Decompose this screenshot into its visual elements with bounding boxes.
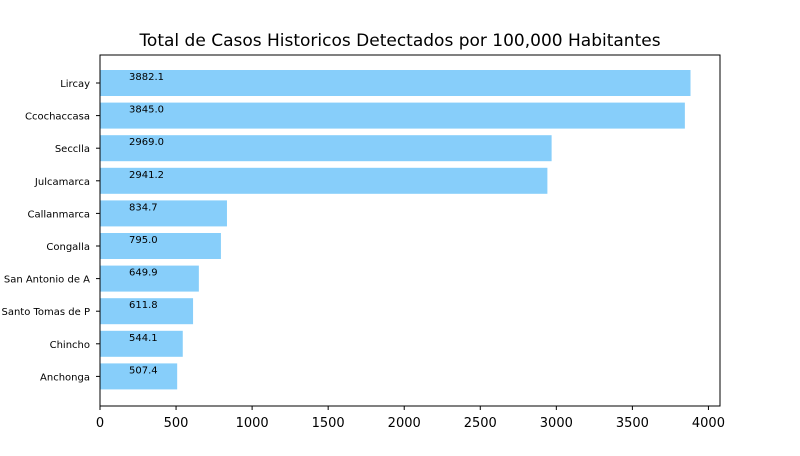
value-label-3: 2941.2 <box>129 170 164 181</box>
x-tick-label-8: 4000 <box>692 416 725 431</box>
category-label-0: Lircay <box>60 79 90 90</box>
bar-1 <box>100 102 685 129</box>
category-label-1: Ccochaccasa <box>25 112 90 123</box>
x-tick-label-5: 2500 <box>464 416 497 431</box>
bar-2 <box>100 135 552 162</box>
x-tick-label-7: 3500 <box>616 416 649 431</box>
x-axis: 0 500 1000 1500 2000 2500 3000 3500 4000 <box>96 406 725 431</box>
bar-4 <box>100 200 227 227</box>
value-label-8: 544.1 <box>129 333 158 344</box>
category-label-5: Congalla <box>46 242 90 253</box>
value-label-5: 795.0 <box>129 235 158 246</box>
value-label-6: 649.9 <box>129 268 158 279</box>
bar-9 <box>100 363 178 390</box>
chart-title: Total de Casos Historicos Detectados por… <box>138 31 660 51</box>
x-tick-label-1: 500 <box>164 416 189 431</box>
category-label-9: Anchonga <box>40 372 90 383</box>
category-label-8: Chincho <box>50 340 90 351</box>
value-label-4: 834.7 <box>129 202 158 213</box>
value-label-7: 611.8 <box>129 300 158 311</box>
category-label-4: Callanmarca <box>27 209 90 220</box>
bar-3 <box>100 167 548 194</box>
category-label-6: San Antonio de A <box>4 275 90 286</box>
value-label-0: 3882.1 <box>129 72 164 83</box>
bar-5 <box>100 233 221 259</box>
bar-0 <box>100 70 691 96</box>
x-tick-label-0: 0 <box>96 416 104 431</box>
value-label-9: 507.4 <box>129 365 158 376</box>
category-label-7: Santo Tomas de P <box>1 307 90 318</box>
category-label-2: Secclla <box>55 144 90 155</box>
plot-frame <box>99 54 721 407</box>
x-tick-label-3: 1500 <box>312 416 345 431</box>
value-label-2: 2969.0 <box>129 137 164 148</box>
labels-group: 3882.1 Lircay 3845.0 Ccochaccasa 2969.0 Seccl… <box>1 72 164 383</box>
bar-7 <box>100 298 194 325</box>
x-tick-label-6: 3000 <box>540 416 573 431</box>
value-label-1: 3845.0 <box>129 105 164 116</box>
bars-group <box>100 70 691 390</box>
x-tick-label-2: 1000 <box>236 416 269 431</box>
bar-8 <box>100 330 183 357</box>
x-tick-label-4: 2000 <box>388 416 421 431</box>
category-label-3: Julcamarca <box>34 177 90 188</box>
bar-6 <box>100 265 199 292</box>
